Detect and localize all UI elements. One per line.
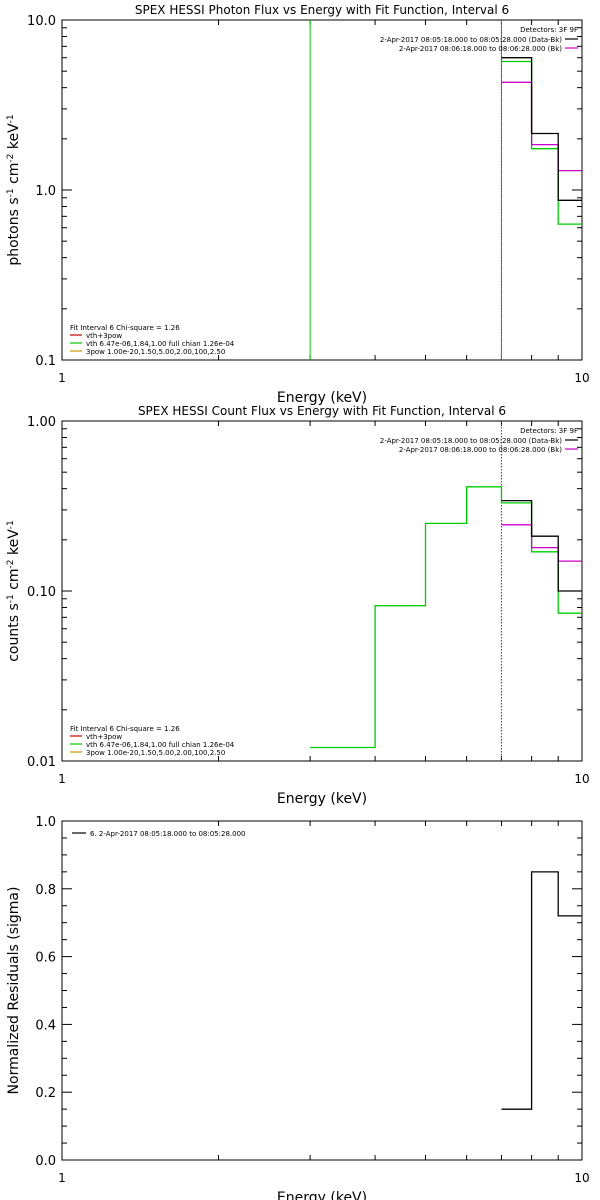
legend-header: Fit Interval 6 Chi-square = 1.26 xyxy=(70,324,180,332)
y-axis-label-exponent: -1 xyxy=(6,520,16,529)
y-tick-label: 1.0 xyxy=(35,184,56,199)
x-tick-label: 10 xyxy=(574,1171,589,1185)
x-tick-label: 1 xyxy=(58,371,66,385)
y-tick-label: 0.10 xyxy=(27,585,56,600)
y-tick-label: 0.2 xyxy=(35,1086,56,1101)
x-tick-label: 1 xyxy=(58,1171,66,1185)
y-tick-label: 1.0 xyxy=(35,815,56,830)
y-tick-label: 0.01 xyxy=(27,755,56,770)
x-tick-label: 1 xyxy=(58,772,66,786)
x-axis-label: Energy (keV) xyxy=(277,791,367,807)
legend-entry: 3pow 1.00e-20,1.50,5.00,2.00,100,2.50 xyxy=(86,749,225,757)
series-step-line xyxy=(501,499,582,592)
legend-entry: 2-Apr-2017 08:06:18.000 to 08:06:28.000 … xyxy=(399,45,562,53)
legend-entry: 6. 2-Apr-2017 08:05:18.000 to 08:05:28.0… xyxy=(90,830,245,838)
legend-entry: vth 6.47e-06,1.84,1.00 full chian 1.26e-… xyxy=(86,741,235,749)
y-axis-label-exponent: -1 xyxy=(6,188,16,197)
series-step-line xyxy=(501,57,582,201)
chart-title: SPEX HESSI Count Flux vs Energy with Fit… xyxy=(138,404,506,418)
y-axis-label-part: cm xyxy=(6,568,22,594)
y-tick-label: 1.00 xyxy=(27,415,56,430)
y-axis-label-part: keV xyxy=(6,529,22,560)
y-axis-label-part: photons s xyxy=(6,197,22,265)
series-step-line xyxy=(501,871,582,1110)
panel-1: SPEX HESSI Photon Flux vs Energy with Fi… xyxy=(6,3,590,406)
y-axis-label-part: counts s xyxy=(6,603,22,662)
legend-entry: vth 6.47e-06,1.84,1.00 full chian 1.26e-… xyxy=(86,340,235,348)
legend-entry: 2-Apr-2017 08:05:18.000 to 08:05:28.000 … xyxy=(380,437,562,445)
x-axis-label: Energy (keV) xyxy=(277,1190,367,1200)
y-axis-label-part: keV xyxy=(6,123,22,154)
legend-header: Detectors: 3F 9F xyxy=(520,427,578,435)
panel-2: SPEX HESSI Count Flux vs Energy with Fit… xyxy=(6,404,590,807)
y-axis-label: counts s-1 cm-2 keV-1 xyxy=(6,520,22,662)
legend-entry: vth+3pow xyxy=(86,332,122,340)
legend-entry: 3pow 1.00e-20,1.50,5.00,2.00,100,2.50 xyxy=(86,348,225,356)
legend-entry: 2-Apr-2017 08:05:18.000 to 08:05:28.000 … xyxy=(380,36,562,44)
x-tick-label: 10 xyxy=(574,371,589,385)
legend-entry: 2-Apr-2017 08:06:18.000 to 08:06:28.000 … xyxy=(399,446,562,454)
y-axis-label-exponent: -1 xyxy=(6,594,16,603)
y-tick-label: 10.0 xyxy=(27,14,56,29)
y-axis-label: Normalized Residuals (sigma) xyxy=(6,887,22,1095)
series-step-line xyxy=(310,486,582,749)
y-axis-label-exponent: -2 xyxy=(6,559,16,568)
y-axis-label-exponent: -1 xyxy=(6,114,16,123)
series-step-line xyxy=(501,60,582,225)
y-tick-label: 0.0 xyxy=(35,1154,56,1169)
series-step-line xyxy=(501,524,582,562)
plot-frame xyxy=(61,19,583,361)
x-axis-label: Energy (keV) xyxy=(277,390,367,406)
y-tick-label: 0.6 xyxy=(35,951,56,966)
y-axis-label-part: cm xyxy=(6,163,22,189)
y-axis-label: photons s-1 cm-2 keV-1 xyxy=(6,114,22,265)
plot-frame xyxy=(61,420,583,762)
y-axis-label-exponent: -2 xyxy=(6,154,16,163)
x-tick-label: 10 xyxy=(574,772,589,786)
legend-entry: vth+3pow xyxy=(86,733,122,741)
y-tick-label: 0.8 xyxy=(35,883,56,898)
y-tick-label: 0.1 xyxy=(35,354,56,369)
legend-header: Detectors: 3F 9F xyxy=(520,26,578,34)
panel-3: 1 10 Energy (keV) 0.0 0.2 0.4 0.6 0.8 1.0 Normali… xyxy=(6,815,590,1200)
chart-title: SPEX HESSI Photon Flux vs Energy with Fi… xyxy=(135,3,509,17)
y-tick-label: 0.4 xyxy=(35,1018,56,1033)
y-axis-label-part: Normalized Residuals (sigma) xyxy=(6,887,22,1095)
series-step-line xyxy=(501,81,582,172)
legend-header: Fit Interval 6 Chi-square = 1.26 xyxy=(70,725,180,733)
